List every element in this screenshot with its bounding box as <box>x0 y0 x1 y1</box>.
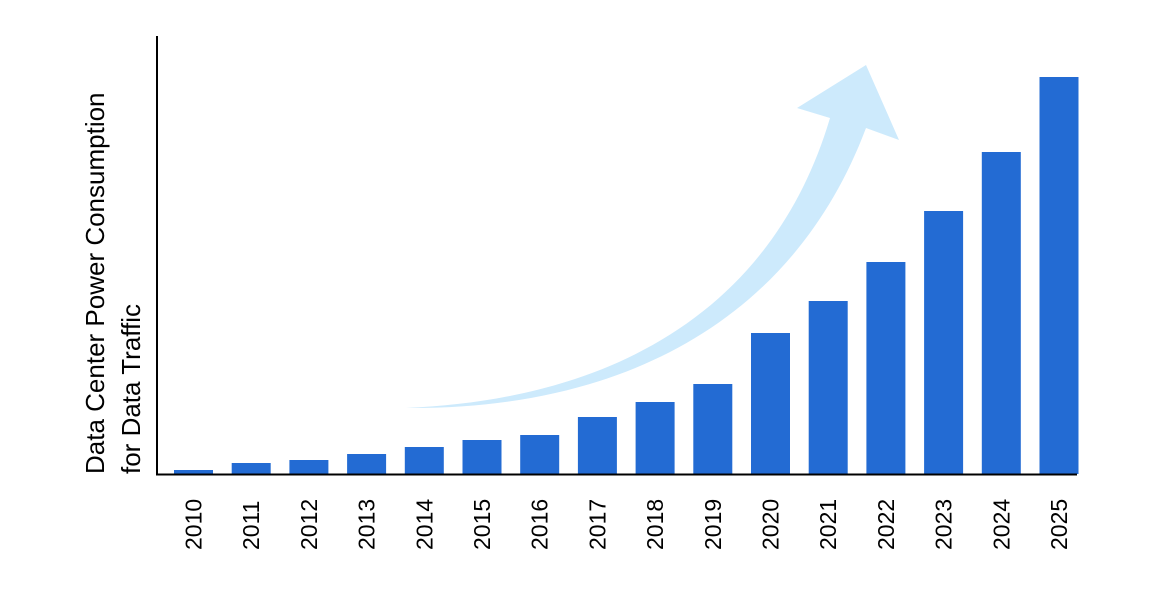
x-tick-label: 2019 <box>700 499 726 550</box>
bar-2017 <box>577 417 617 474</box>
x-tick-label: 2023 <box>931 499 957 550</box>
x-tick-label: 2011 <box>238 501 264 550</box>
y-axis-label-line-2: for Data Traffic <box>116 304 146 474</box>
x-tick-label: 2018 <box>642 499 668 550</box>
bar-2011 <box>231 463 271 474</box>
bar-2022 <box>866 262 906 474</box>
bar-2025 <box>1039 77 1079 474</box>
y-axis-label-line-1: Data Center Power Consumption <box>80 92 110 474</box>
bar-2012 <box>289 460 329 474</box>
trend-arrow-shape <box>406 65 899 409</box>
x-tick-label: 2013 <box>354 499 380 550</box>
bar-2023 <box>924 211 964 474</box>
bar-2010 <box>174 470 213 474</box>
x-tick-label: 2025 <box>1046 499 1072 550</box>
bar-2016 <box>520 435 560 474</box>
x-tick-label: 2022 <box>873 499 899 550</box>
x-tick-label: 2024 <box>988 499 1014 550</box>
bars <box>174 77 1079 474</box>
bar-2014 <box>404 447 444 474</box>
bar-2021 <box>808 301 848 474</box>
x-tick-label: 2017 <box>584 499 610 550</box>
bar-2020 <box>751 333 790 474</box>
y-axis-label: Data Center Power Consumption for Data T… <box>80 92 146 474</box>
bar-2013 <box>347 454 387 474</box>
x-tick-label: 2021 <box>815 499 841 550</box>
x-tick-label: 2015 <box>469 499 495 550</box>
trend-arrow-icon <box>406 65 899 409</box>
x-tick-label: 2010 <box>181 499 207 550</box>
x-tick-label: 2016 <box>527 499 553 550</box>
x-tick-label: 2020 <box>758 499 784 550</box>
bar-2019 <box>693 384 733 474</box>
x-tick-labels: 2010 2011 2012 2013 2014 2015 2016 2017 2018 2019… <box>181 499 1073 550</box>
x-tick-label: 2012 <box>296 499 322 550</box>
bar-2018 <box>635 402 675 474</box>
x-tick-label: 2014 <box>411 499 437 550</box>
bar-2024 <box>981 152 1021 474</box>
bar-2015 <box>462 440 502 474</box>
